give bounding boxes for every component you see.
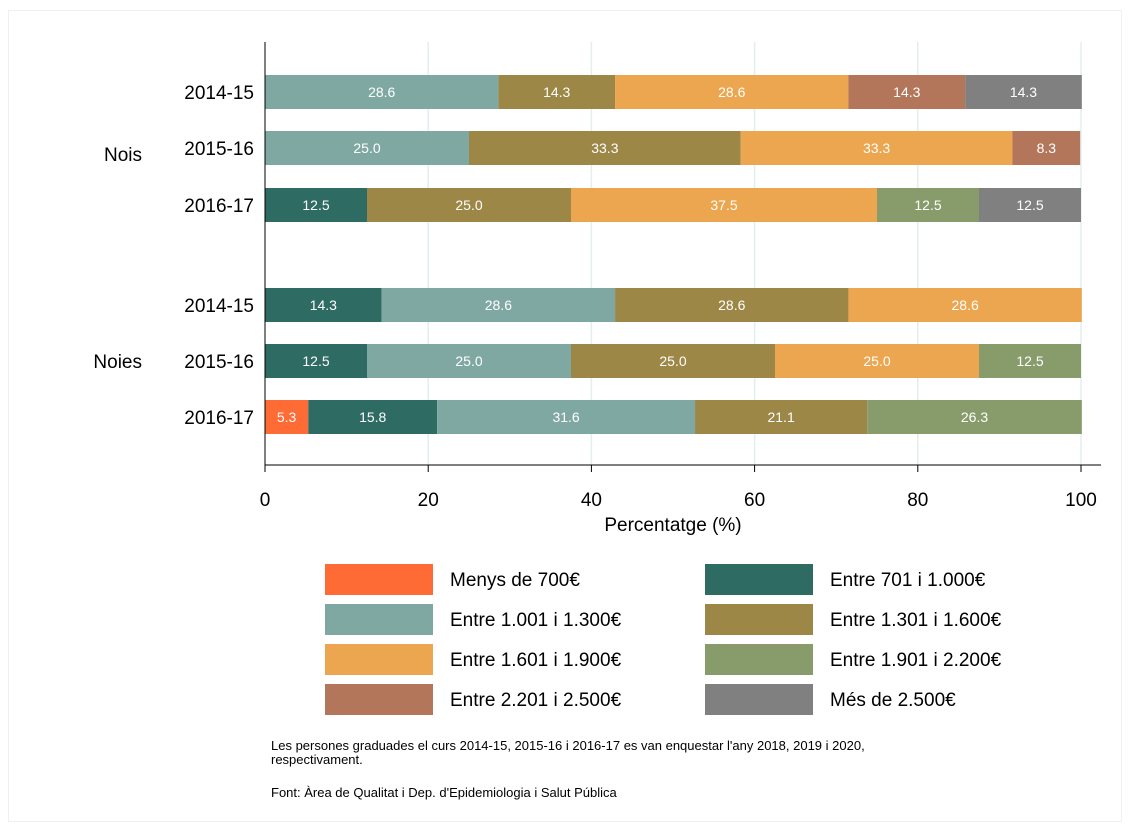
bar-segment [979,188,1081,222]
bar-value-label: 14.3 [893,84,920,100]
bar-value-label: 28.6 [368,84,395,100]
bar-value-label: 14.3 [310,297,337,313]
bar-segment [965,75,1082,109]
legend-swatch [705,604,813,635]
bar-segment [498,75,616,109]
bar-segment [848,75,966,109]
bars: 28.6 14.3 28.6 14.3 14.3 25.0 33.3 33.3 8.3 12.5 2… [265,75,1082,434]
row-label: 2014-15 [184,83,254,104]
grid-lines [427,42,1082,465]
row-label: 2016-17 [184,408,254,429]
bar-value-label: 12.5 [302,197,329,213]
bar-segment [571,188,877,222]
legend-swatch [325,644,433,675]
legend-label: Menys de 700€ [450,570,580,591]
bar-value-label: 33.3 [863,140,890,156]
x-tick-label: 100 [1065,490,1097,511]
bar-value-label: 28.6 [718,297,745,313]
x-tick-label: 60 [744,490,765,511]
row-label: 2015-16 [184,352,254,373]
legend-label: Entre 1.901 i 2.200€ [830,650,1002,671]
bar-segment [615,75,849,109]
x-axis-label: Percentatge (%) [604,515,741,536]
bar-segment [265,75,499,109]
survey-note-line-1: Les persones graduades el curs 2014-15, … [271,738,865,753]
survey-note-line-2: respectivament. [271,752,363,767]
bar-value-label: 25.0 [455,197,482,213]
bar-value-label: 12.5 [1016,197,1043,213]
bar-value-label: 28.6 [952,297,979,313]
bar-segment [265,400,309,434]
bar-value-label: 28.6 [485,297,512,313]
bar-segment [979,344,1081,378]
bar-value-label: 25.0 [659,353,686,369]
row-label: 2015-16 [184,139,254,160]
legend-swatch [705,684,813,715]
bar-segment [367,188,571,222]
legend-swatch [705,644,813,675]
bar-segment [367,344,571,378]
bar-segment [265,131,469,165]
legend-swatch [705,564,813,595]
bar-segment [877,188,979,222]
bar-segment [571,344,775,378]
x-tick-label: 20 [418,490,439,511]
bar-value-label: 21.1 [767,409,794,425]
bar-segment [740,131,1013,165]
row-label: 2014-15 [184,296,254,317]
bar-segment [265,188,367,222]
bar-value-label: 37.5 [710,197,737,213]
bar-segment [469,131,741,165]
legend-swatch [325,564,433,595]
bar-segment [1012,131,1081,165]
group-label: Noies [93,352,142,373]
bar-value-label: 25.0 [353,140,380,156]
bar-value-label: 31.6 [552,409,579,425]
bar-segment [381,288,616,322]
axes: 2014-15 2015-16 2016-17 Nois 2014-15 2015-16 2… [93,42,1101,511]
bar-segment [775,344,979,378]
bar-segment [848,288,1082,322]
legend-label: Més de 2.500€ [830,690,956,711]
bar-value-label: 12.5 [302,353,329,369]
bar-segment [265,288,382,322]
legend-label: Entre 701 i 1.000€ [830,570,986,591]
bar-segment [265,344,367,378]
bar-value-label: 12.5 [914,197,941,213]
survey-note: Les persones graduades el curs 2014-15, … [271,739,865,767]
legend-swatch [325,604,433,635]
legend-label: Entre 1.001 i 1.300€ [450,610,622,631]
row-label: 2016-17 [184,196,254,217]
legend-label: Entre 1.301 i 1.600€ [830,610,1002,631]
bar-value-label: 14.3 [543,84,570,100]
x-tick-label: 40 [581,490,602,511]
bar-value-label: 26.3 [961,409,988,425]
bar-value-label: 25.0 [455,353,482,369]
bar-segment [308,400,438,434]
legend-label: Entre 2.201 i 2.500€ [450,690,622,711]
bar-value-label: 25.0 [863,353,890,369]
bar-value-label: 14.3 [1010,84,1037,100]
bar-value-label: 5.3 [277,409,297,425]
legend-swatch [325,684,433,715]
bar-segment [867,400,1082,434]
bar-value-label: 28.6 [718,84,745,100]
group-label: Nois [104,145,142,166]
bar-segment [695,400,868,434]
source-note: Font: Àrea de Qualitat i Dep. d'Epidemio… [271,785,617,800]
x-tick-label: 0 [260,490,271,511]
bar-value-label: 15.8 [359,409,386,425]
legend-label: Entre 1.601 i 1.900€ [450,650,622,671]
bar-segment [615,288,849,322]
legend: Menys de 700€ Entre 701 i 1.000€ Entre 1.0… [325,564,1002,715]
bar-segment [437,400,696,434]
bar-value-label: 8.3 [1037,140,1057,156]
x-tick-label: 80 [907,490,928,511]
stacked-bar-chart: 28.6 14.3 28.6 14.3 14.325.0 33.3 33.3 8.312.5 2… [93,42,1101,715]
bar-value-label: 33.3 [591,140,618,156]
bar-value-label: 12.5 [1016,353,1043,369]
